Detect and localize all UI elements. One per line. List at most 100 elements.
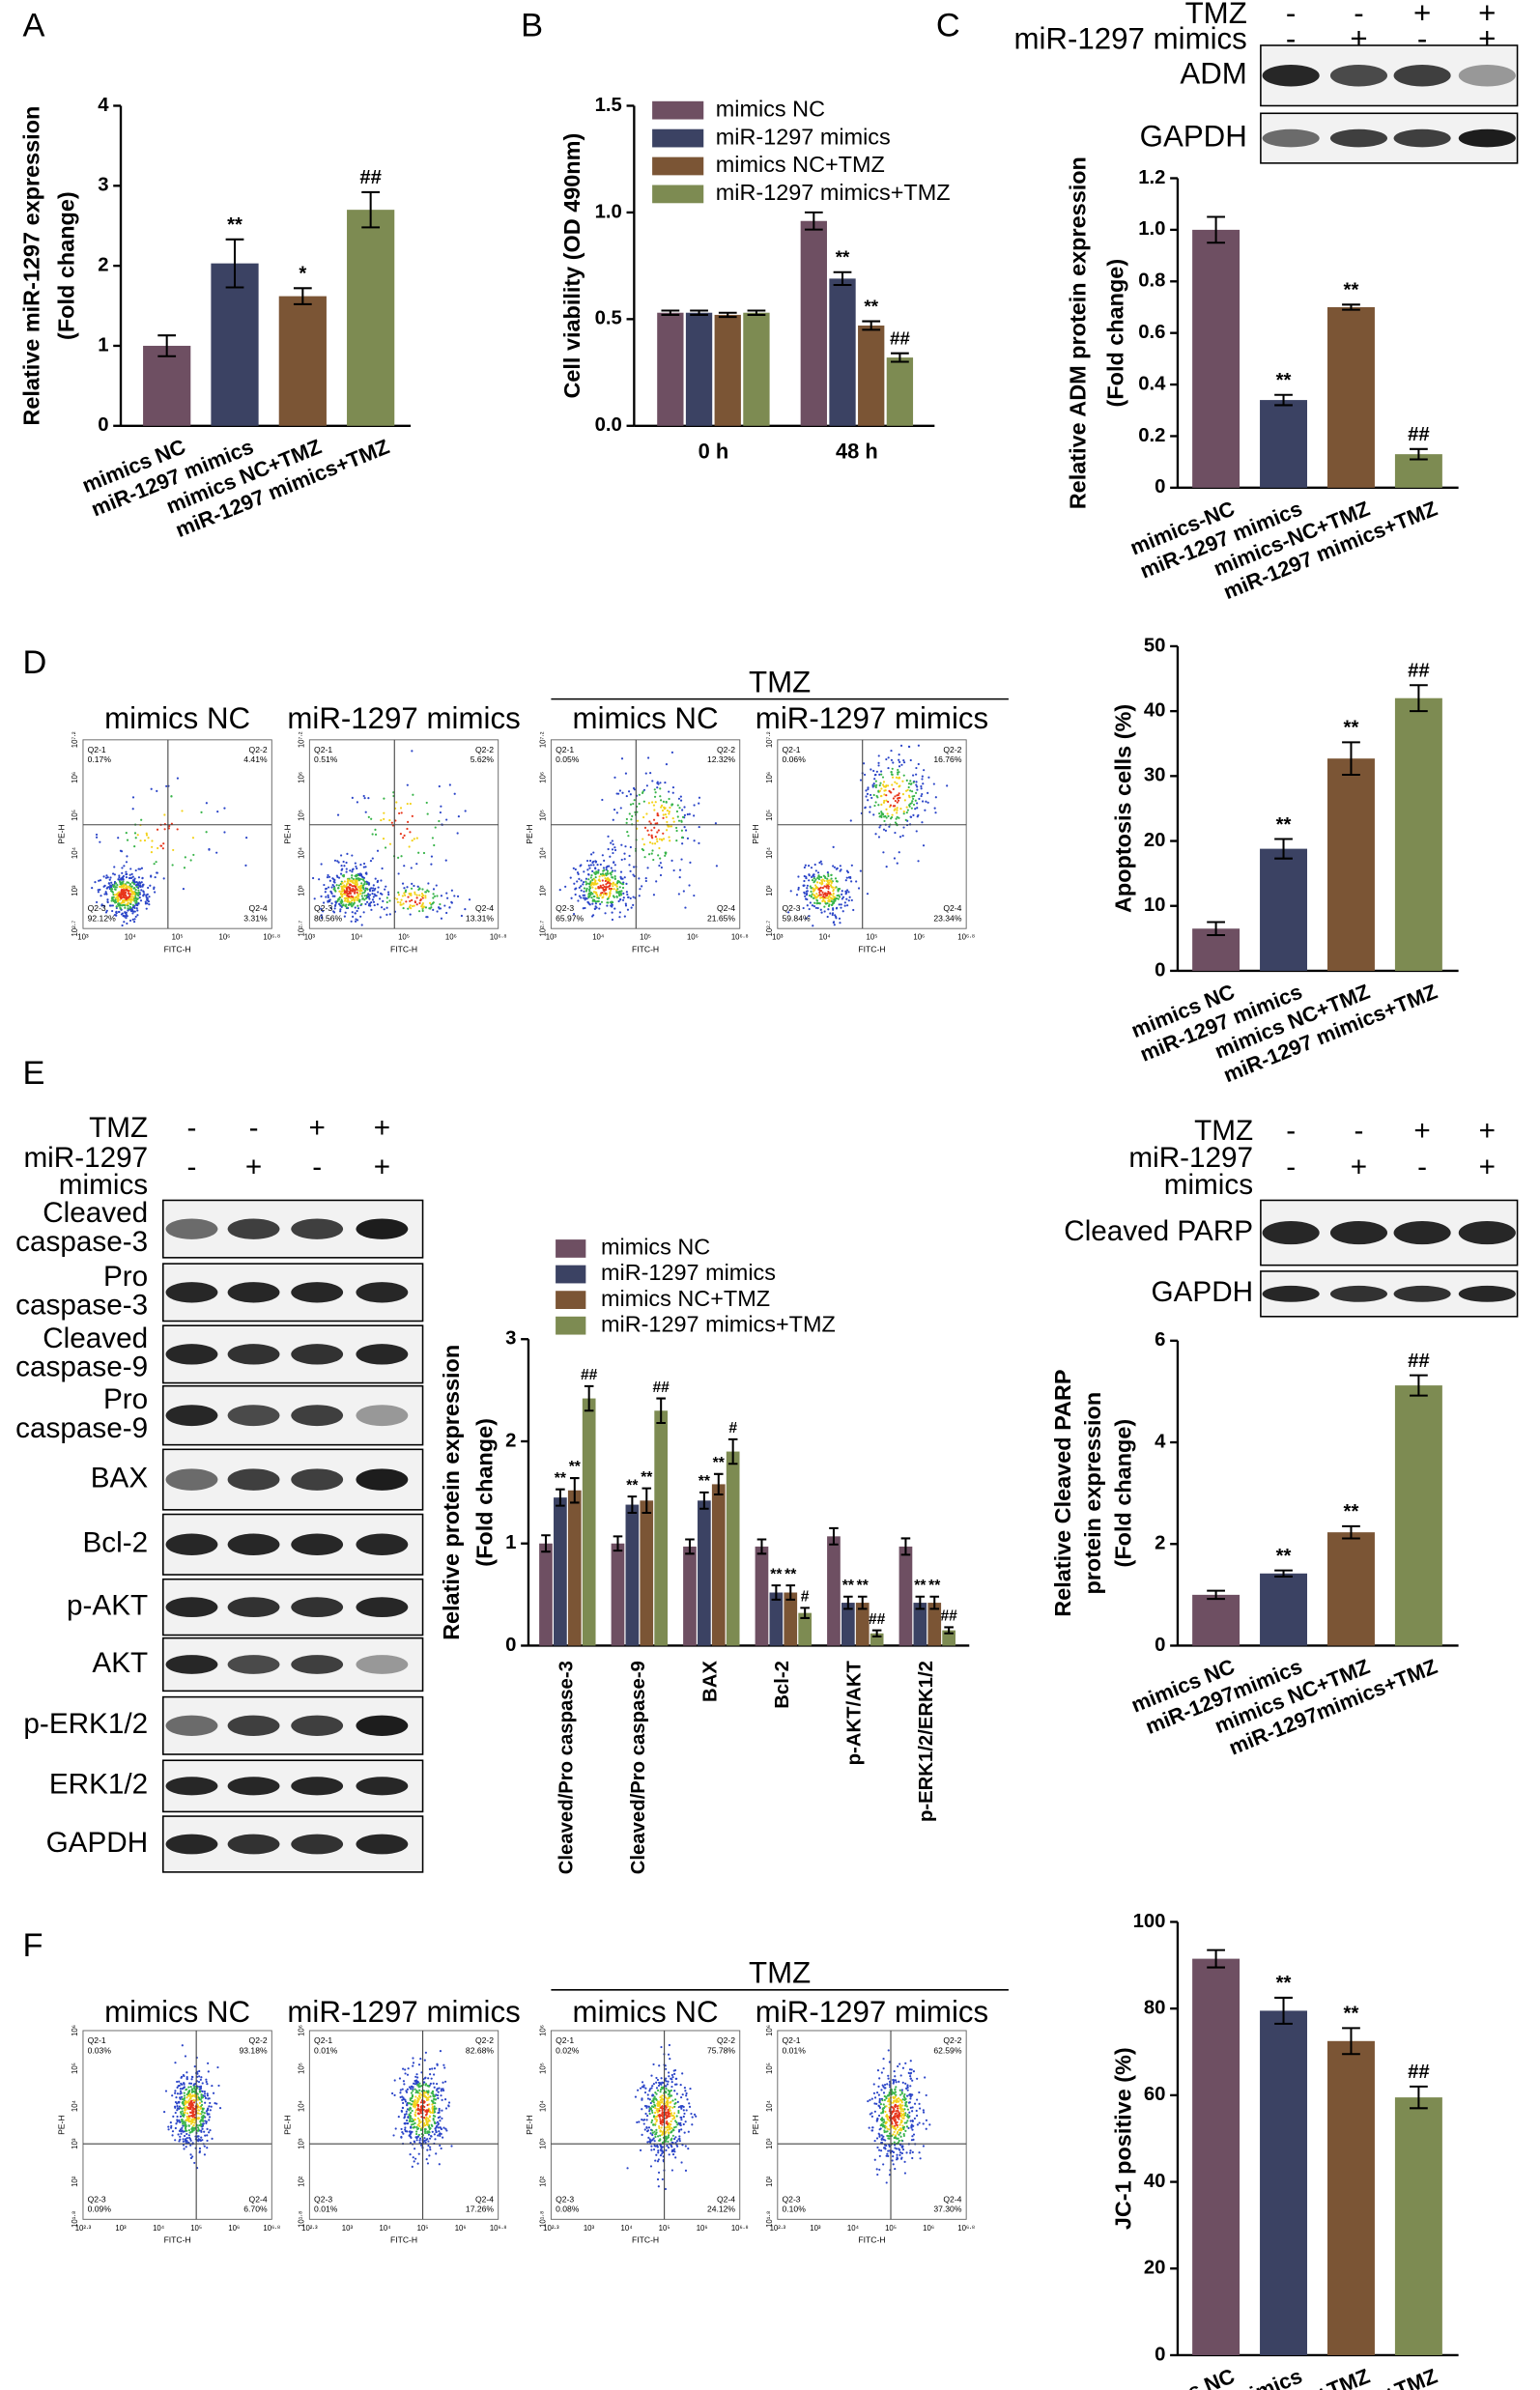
flow-dot xyxy=(584,895,585,896)
flow-dot xyxy=(624,916,626,918)
x-tick-label: 10⁶ xyxy=(697,2224,708,2233)
legend-label: miR-1297 mimics+TMZ xyxy=(601,1311,836,1336)
flow-dot xyxy=(415,2130,417,2132)
flow-dot xyxy=(685,2094,687,2096)
flow-dot xyxy=(172,2116,174,2118)
flow-dot xyxy=(112,892,114,894)
blot-band xyxy=(291,1655,343,1674)
flow-dot xyxy=(445,2107,447,2109)
plot-frame xyxy=(551,740,739,928)
flow-dot xyxy=(814,864,816,866)
flow-dot xyxy=(690,2113,692,2115)
flow-dot xyxy=(117,837,119,839)
flow-dot xyxy=(362,879,364,881)
flow-dot xyxy=(604,912,606,914)
flow-dot xyxy=(107,876,109,878)
flow-dot xyxy=(369,888,371,890)
significance-label: ** xyxy=(770,1566,783,1582)
flow-dot xyxy=(667,2141,669,2143)
flow-dot xyxy=(163,813,165,815)
flow-dot xyxy=(440,2094,442,2096)
flow-dot xyxy=(908,804,910,806)
flow-dot xyxy=(184,2097,185,2099)
flow-dot xyxy=(675,839,677,841)
flow-dot xyxy=(410,2088,412,2090)
flow-dot xyxy=(397,857,399,859)
flow-dot xyxy=(651,835,653,837)
flow-dot xyxy=(887,801,889,803)
flow-dot xyxy=(162,842,164,844)
flow-dot xyxy=(131,873,133,875)
flow-dot xyxy=(244,865,246,867)
flow-dot xyxy=(913,804,915,806)
flow-dot xyxy=(651,780,653,782)
flow-dot xyxy=(385,846,386,848)
flow-dot xyxy=(434,2121,436,2123)
flow-dot xyxy=(833,846,835,848)
flow-dot xyxy=(906,2120,908,2121)
flow-dot xyxy=(377,891,379,893)
flow-dot xyxy=(870,2112,872,2114)
flow-dot xyxy=(674,2084,676,2086)
flow-dot xyxy=(872,813,874,815)
flow-dot xyxy=(431,2124,433,2126)
flow-dot xyxy=(123,878,125,880)
flow-dot xyxy=(416,2139,418,2141)
flow-dot xyxy=(586,901,588,903)
flow-dot xyxy=(648,2126,650,2128)
flow-dot xyxy=(611,912,613,914)
flow-dot xyxy=(431,2107,433,2109)
flow-dot xyxy=(615,896,617,897)
quadrant-name: Q2-3 xyxy=(314,903,332,913)
flow-dot xyxy=(414,2105,416,2107)
flow-dot xyxy=(657,814,659,816)
flow-dot xyxy=(676,830,678,832)
flow-dot xyxy=(911,2139,913,2141)
legend-label: mimics NC+TMZ xyxy=(601,1286,770,1311)
flow-dot xyxy=(412,2095,414,2097)
y-tick-label: 30 xyxy=(1144,765,1166,786)
flow-dot xyxy=(893,2082,895,2084)
flow-dot xyxy=(668,2147,670,2148)
flow-dot xyxy=(354,902,356,904)
flow-dot xyxy=(411,2118,413,2120)
y-tick-label: 10⁴ xyxy=(298,847,306,859)
flow-dot xyxy=(903,761,905,763)
flow-dot xyxy=(192,837,194,839)
flow-dot xyxy=(659,2138,661,2140)
flow-dot xyxy=(848,899,850,901)
y-tick-label: 10⁷·² xyxy=(298,731,306,748)
flow-dot xyxy=(894,2089,896,2091)
flow-dot xyxy=(879,782,881,784)
flow-dot xyxy=(867,788,869,790)
band-label: ERK1/2 xyxy=(49,1769,148,1801)
flow-dot xyxy=(898,800,899,802)
flow-dot xyxy=(384,889,385,891)
flow-dot xyxy=(129,868,131,869)
flow-dot xyxy=(412,794,414,796)
flow-dot xyxy=(586,897,588,899)
flow-dot xyxy=(147,837,149,839)
flow-dot xyxy=(602,870,604,872)
quadrant-name: Q2-1 xyxy=(556,2035,574,2045)
flow-dot xyxy=(920,785,922,787)
flow-dot xyxy=(660,2129,662,2131)
flow-dot xyxy=(372,887,374,889)
flow-dot xyxy=(419,2086,421,2088)
legend-swatch xyxy=(556,1266,585,1284)
x-tick-label: Cleaved/Pro caspase-3 xyxy=(556,1661,578,1874)
flow-dot xyxy=(206,802,208,804)
flow-dot xyxy=(846,877,848,879)
blot-band xyxy=(228,1344,280,1364)
quadrant-value: 0.01% xyxy=(314,2045,338,2055)
flow-dot xyxy=(658,2185,660,2187)
flow-dot xyxy=(917,2123,919,2125)
plot-title: mimics NC xyxy=(573,701,719,735)
flow-dot xyxy=(684,2087,686,2089)
x-tick-label: 10⁶ xyxy=(445,933,457,942)
flow-dot xyxy=(124,907,126,909)
flow-dot xyxy=(678,2106,680,2108)
flow-dot xyxy=(609,888,611,890)
flow-dot xyxy=(673,2106,675,2108)
flow-dot xyxy=(427,2085,429,2087)
